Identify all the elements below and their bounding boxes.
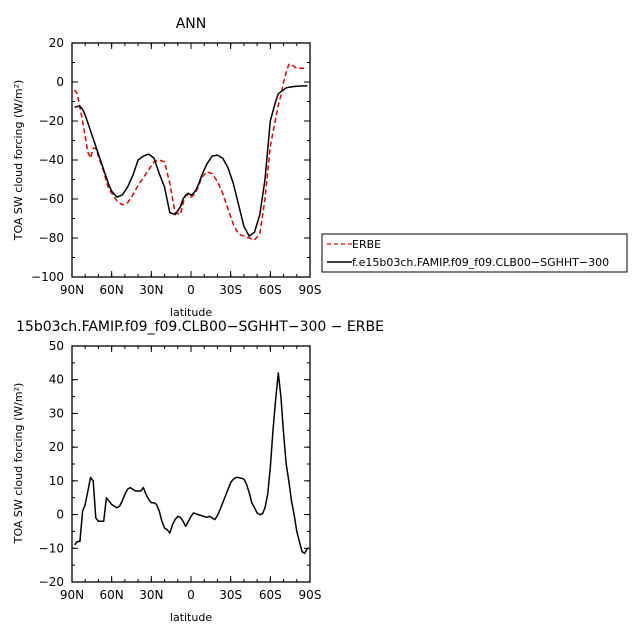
legend: ERBE f.e15b03ch.FAMIP.f09_f09.CLB00−SGHH… (321, 233, 628, 273)
bottom-x-tick-label: 60N (100, 588, 124, 602)
bottom-y-axis-label: TOA SW cloud forcing (W/m²) (12, 383, 25, 545)
top-x-tick-label: 90S (299, 283, 322, 297)
bottom-y-tick-label: 50 (49, 339, 64, 353)
top-x-tick-label: 90N (60, 283, 84, 297)
bottom-difference-chart: 15b03ch.FAMIP.f09_f09.CLB00−SGHHT−300 − … (12, 319, 384, 624)
bottom-plot-frame (71, 345, 311, 583)
top-y-tick-label: 20 (49, 36, 64, 50)
top-series-erbe-line (73, 63, 308, 241)
top-x-tick-label: 60S (259, 283, 282, 297)
top-x-tick-label: 30N (139, 283, 163, 297)
bottom-y-tick-label: 40 (49, 373, 64, 387)
top-x-tick-label: 30S (219, 283, 242, 297)
top-series-model-line (74, 85, 308, 237)
top-chart-title: ANN (176, 16, 207, 32)
top-x-axis-label: latitude (170, 306, 212, 319)
bottom-y-tick-label: 0 (56, 508, 64, 522)
top-y-tick-label: −60 (39, 192, 64, 206)
top-y-tick-label: −40 (39, 153, 64, 167)
bottom-series-difference-line (74, 372, 309, 555)
bottom-x-tick-label: 90S (299, 588, 322, 602)
bottom-y-tick-label: 10 (49, 474, 64, 488)
top-x-tick-label: 0 (187, 283, 195, 297)
top-x-tick-label: 60N (100, 283, 124, 297)
bottom-chart-title: 15b03ch.FAMIP.f09_f09.CLB00−SGHHT−300 − … (16, 319, 384, 335)
bottom-x-tick-label: 30N (139, 588, 163, 602)
bottom-x-tick-label: 0 (187, 588, 195, 602)
legend-label-model: f.e15b03ch.FAMIP.f09_f09.CLB00−SGHHT−300 (352, 256, 609, 269)
legend-box (321, 233, 628, 273)
bottom-x-tick-label: 90N (60, 588, 84, 602)
top-y-axis-label: TOA SW cloud forcing (W/m²) (12, 80, 25, 242)
legend-label-erbe: ERBE (352, 238, 381, 251)
top-y-tick-label: −100 (31, 270, 64, 284)
bottom-x-axis-label: latitude (170, 611, 212, 624)
bottom-x-tick-label: 30S (219, 588, 242, 602)
top-y-tick-label: −20 (39, 114, 64, 128)
bottom-y-tick-label: 20 (49, 440, 64, 454)
bottom-x-tick-label: 60S (259, 588, 282, 602)
bottom-y-tick-label: −10 (39, 541, 64, 555)
top-y-tick-label: −80 (39, 231, 64, 245)
bottom-y-tick-label: −20 (39, 575, 64, 589)
bottom-y-tick-label: 30 (49, 406, 64, 420)
top-y-tick-label: 0 (56, 75, 64, 89)
top-line-chart: ANN latitude TOA SW cloud forcing (W/m²)… (12, 16, 321, 319)
top-plot-frame (71, 42, 311, 278)
